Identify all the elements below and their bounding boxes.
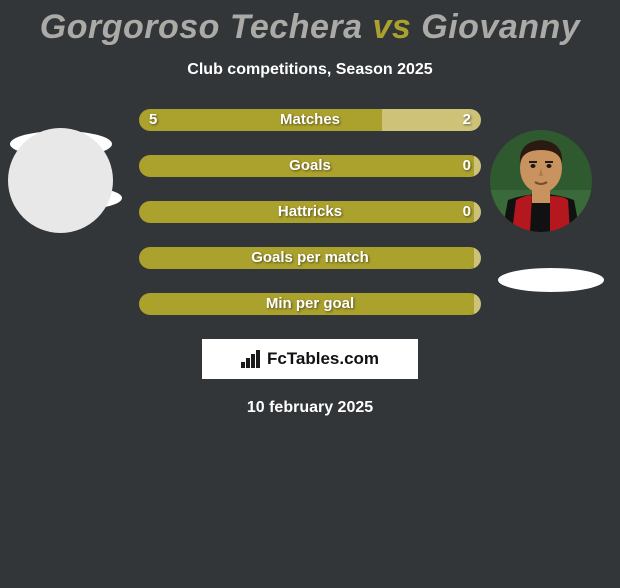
vs-text: vs	[373, 8, 412, 46]
badge-text: FcTables.com	[267, 349, 379, 369]
fctables-badge: FcTables.com	[202, 339, 418, 379]
bar-chart-icon	[241, 350, 263, 368]
stat-bar: Goals0	[139, 155, 481, 177]
stats-container: Matches52Goals0Hattricks0Goals per match…	[0, 109, 620, 315]
bar-right-value: 0	[463, 155, 471, 177]
bar-label: Matches	[139, 109, 481, 131]
bar-label: Goals	[139, 155, 481, 177]
stat-bar: Matches5 2	[139, 109, 481, 131]
bar-label: Goals per match	[139, 247, 481, 269]
bar-label: Hattricks	[139, 201, 481, 223]
player2-name: Giovanny	[421, 8, 580, 46]
player1-name: Gorgoroso Techera	[40, 8, 363, 46]
stat-bar: Min per goal	[139, 293, 481, 315]
bar-left-value: 5	[149, 109, 157, 131]
comparison-title: Gorgoroso Techera vs Giovanny	[0, 8, 620, 47]
stat-bar: Goals per match	[139, 247, 481, 269]
bar-label: Min per goal	[139, 293, 481, 315]
date-text: 10 february 2025	[0, 399, 620, 417]
stat-bar: Hattricks0	[139, 201, 481, 223]
badge-content: FcTables.com	[204, 341, 416, 377]
bar-right-value: 2	[463, 109, 471, 131]
subtitle: Club competitions, Season 2025	[0, 61, 620, 79]
bar-right-value: 0	[463, 201, 471, 223]
